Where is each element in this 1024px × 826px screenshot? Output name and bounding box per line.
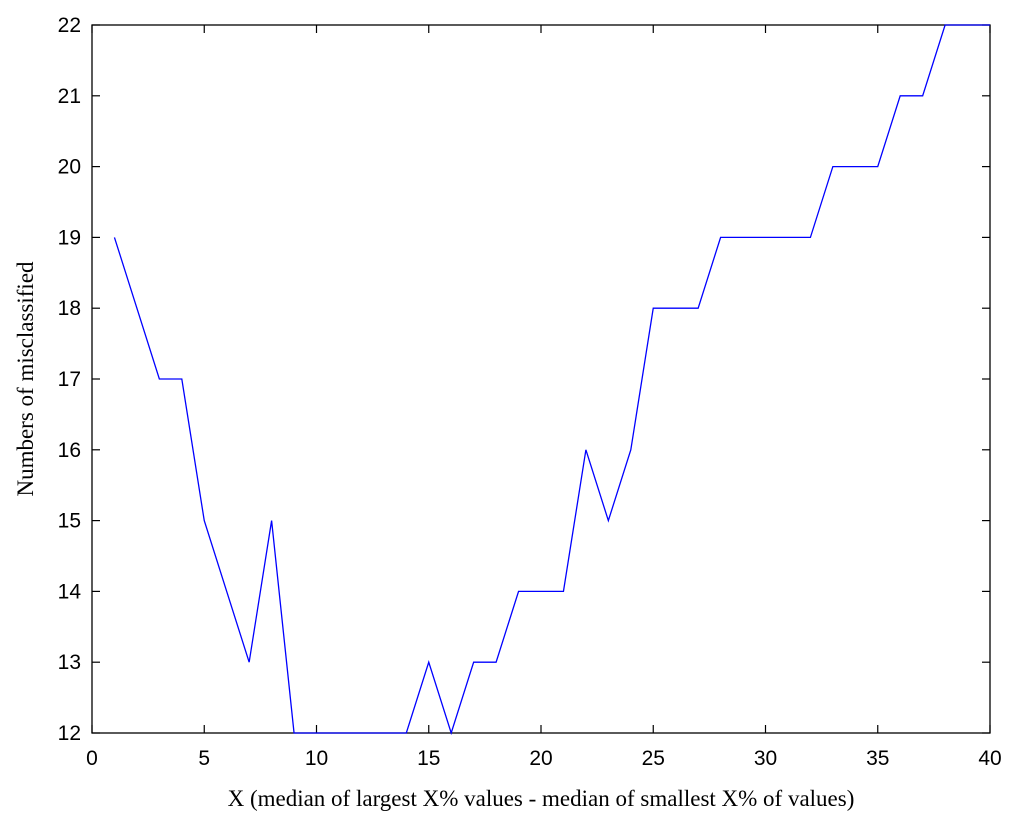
y-tick-label: 22 [58, 14, 81, 37]
x-tick-label: 0 [86, 747, 98, 770]
y-tick-label: 14 [58, 580, 82, 603]
x-tick-label: 25 [642, 747, 665, 770]
y-tick-label: 21 [58, 85, 81, 108]
x-tick-labels: 0 5 10 15 20 25 30 35 40 [86, 747, 1002, 770]
y-tick-label: 12 [58, 722, 81, 745]
y-tick-label: 16 [58, 439, 81, 462]
y-tick-labels: 12 13 14 15 16 17 18 19 20 21 22 [58, 14, 82, 745]
x-tick-label: 10 [305, 747, 328, 770]
x-tick-label: 5 [198, 747, 210, 770]
x-tick-label: 15 [417, 747, 440, 770]
x-tick-label: 40 [978, 747, 1001, 770]
y-tick-label: 20 [58, 156, 81, 179]
y-tick-label: 15 [58, 510, 81, 533]
x-tick-label: 35 [866, 747, 889, 770]
x-tick-label: 20 [529, 747, 552, 770]
axis-ticks [91, 24, 991, 734]
y-tick-label: 18 [58, 297, 81, 320]
x-axis-title: X (median of largest X% values - median … [228, 786, 855, 811]
series-line [113, 24, 990, 736]
plot-area [91, 24, 991, 734]
y-tick-label: 17 [58, 368, 81, 391]
y-tick-label: 13 [58, 651, 81, 674]
x-tick-label: 30 [754, 747, 777, 770]
y-tick-label: 19 [58, 226, 81, 249]
y-axis-title: Numbers of misclassified [13, 261, 38, 497]
